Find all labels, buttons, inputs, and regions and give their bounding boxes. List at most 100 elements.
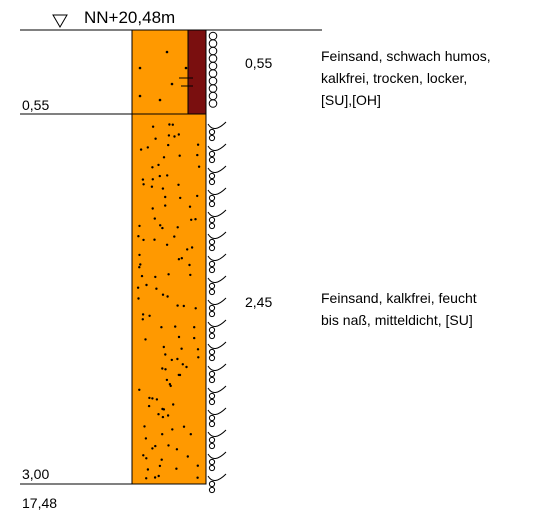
level-triangle-icon xyxy=(52,14,68,28)
dry-symbol xyxy=(208,84,218,93)
sand-dot xyxy=(145,477,148,480)
sand-dot xyxy=(144,338,147,341)
sand-dot xyxy=(196,476,199,479)
sand-dot xyxy=(151,397,154,400)
sand-dot xyxy=(171,428,174,431)
sand-dot xyxy=(171,123,174,126)
dry-symbol xyxy=(208,76,218,86)
sand-dot xyxy=(148,396,151,400)
sand-dot xyxy=(144,437,148,440)
sand-dot xyxy=(138,266,141,269)
moist-symbol xyxy=(207,297,227,318)
sand-dot xyxy=(161,415,165,419)
moist-symbol xyxy=(207,187,227,208)
sand-dot xyxy=(151,207,154,210)
sand-dot xyxy=(147,404,151,408)
sand-dot xyxy=(196,348,200,351)
sand-dot xyxy=(196,143,200,146)
sand-dot xyxy=(161,187,165,190)
sand-dot xyxy=(146,146,149,149)
layer-1-description-line: kalkfrei, trocken, locker, xyxy=(321,70,468,86)
sand-dot xyxy=(180,257,183,260)
sand-dot xyxy=(161,433,164,436)
layer-1-sand-dots xyxy=(138,50,188,102)
moist-symbol xyxy=(207,319,227,340)
dry-symbol xyxy=(208,46,218,56)
sand-dot xyxy=(182,425,186,428)
sand-dot xyxy=(177,183,180,186)
moist-symbol xyxy=(207,231,227,252)
sand-dot xyxy=(177,335,181,339)
sand-dot xyxy=(160,458,163,461)
sand-dot xyxy=(189,433,192,436)
layer-2-thickness-label: 2,45 xyxy=(245,294,273,310)
sand-dot xyxy=(164,368,167,371)
moist-symbol xyxy=(207,473,227,494)
sand-dot xyxy=(186,248,189,251)
sand-dot xyxy=(137,235,140,238)
sand-dot xyxy=(164,204,167,207)
sand-dot xyxy=(158,464,162,468)
sand-dot xyxy=(194,307,197,310)
sand-dot xyxy=(151,447,154,450)
sand-dot xyxy=(176,304,179,307)
sand-dot xyxy=(138,253,141,257)
dry-symbol xyxy=(208,39,218,48)
sand-dot xyxy=(162,345,165,349)
layer-1-description-line: Feinsand, schwach humos, xyxy=(321,48,491,64)
sand-dot xyxy=(168,383,172,386)
dry-symbol xyxy=(208,69,218,78)
dry-symbol xyxy=(208,54,218,63)
sand-dot xyxy=(162,156,166,159)
sand-dot xyxy=(165,378,169,382)
sand-dot xyxy=(189,273,192,277)
moist-symbol xyxy=(207,341,227,362)
layer-1-description-line: [SU],[OH] xyxy=(321,92,381,108)
sand-dot xyxy=(141,313,145,316)
sand-dot xyxy=(164,353,167,356)
dry-symbol xyxy=(208,91,218,101)
sand-dot xyxy=(145,283,148,287)
sand-dot xyxy=(154,444,157,448)
sand-dot xyxy=(153,238,156,241)
sand-dot xyxy=(151,166,154,169)
sand-dot xyxy=(193,336,196,340)
sand-dot xyxy=(190,246,194,249)
sand-dot xyxy=(137,297,140,300)
sand-dot xyxy=(174,325,177,328)
sand-dot xyxy=(141,178,145,181)
sand-dot xyxy=(165,50,169,54)
sand-dot xyxy=(196,464,199,467)
layer-2-description-line: Feinsand, kalkfrei, feucht xyxy=(321,290,477,306)
sand-dot xyxy=(170,358,173,362)
sand-dot xyxy=(185,365,188,369)
sand-dot xyxy=(168,123,171,126)
moist-symbol xyxy=(207,363,227,384)
sand-dot xyxy=(167,273,170,276)
sand-dot xyxy=(160,326,163,329)
sand-dot xyxy=(190,218,193,221)
moist-symbol xyxy=(207,275,227,296)
sand-dot xyxy=(179,196,182,200)
layer-2-column xyxy=(131,113,207,485)
sand-dot xyxy=(139,263,142,266)
sand-dot xyxy=(184,66,188,70)
sand-dot xyxy=(176,357,179,361)
sand-dot xyxy=(140,274,144,278)
moist-symbol xyxy=(207,143,227,164)
sand-dot xyxy=(173,135,176,138)
sand-dot xyxy=(167,134,171,137)
sand-dot xyxy=(186,455,189,458)
sand-dot xyxy=(143,425,146,428)
sand-dot xyxy=(172,403,175,406)
sand-dot xyxy=(166,295,169,298)
sand-dot xyxy=(151,178,154,181)
sand-dot xyxy=(181,363,184,366)
sand-dot xyxy=(150,185,154,188)
moist-symbol xyxy=(207,451,227,472)
sand-dot xyxy=(157,413,160,416)
sand-dot xyxy=(142,183,145,186)
sand-dot xyxy=(158,98,162,102)
sand-dot xyxy=(188,263,191,267)
sand-dot xyxy=(196,194,199,198)
